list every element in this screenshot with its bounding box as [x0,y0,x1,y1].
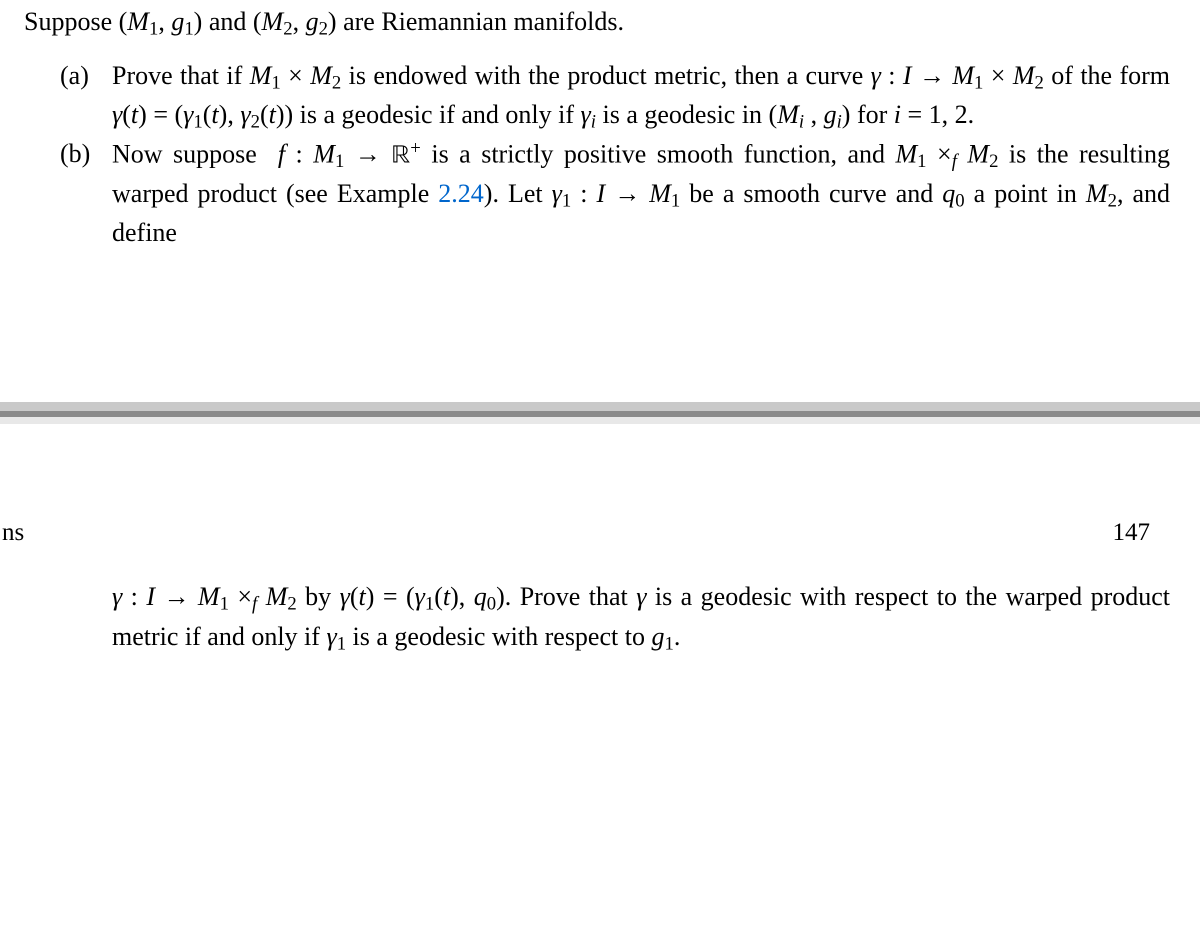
part-b: (b) Now suppose f : M1 → ℝ+ is a strictl… [60,136,1170,252]
page-number: 147 [1113,519,1151,547]
part-b-label: (b) [60,136,112,252]
page-gap [0,252,1200,402]
running-head-left: ns [2,519,24,547]
part-a: (a) Prove that if M1 × M2 is endowed wit… [60,58,1170,137]
problem-parts-list: (a) Prove that if M1 × M2 is endowed wit… [0,58,1200,252]
page-divider [0,402,1200,424]
problem-intro: Suppose (M1, g1) and (M2, g2) are Rieman… [0,4,1200,42]
part-b-continuation: γ : I → M1 ×f M2 by γ(t) = (γ1(t), q0). … [0,579,1200,658]
part-b-body: Now suppose f : M1 → ℝ+ is a strictly po… [112,136,1170,252]
part-a-label: (a) [60,58,112,137]
part-a-body: Prove that if M1 × M2 is endowed with th… [112,58,1170,137]
running-header: ns 147 [0,519,1200,547]
example-ref-link[interactable]: 2.24 [438,179,484,208]
